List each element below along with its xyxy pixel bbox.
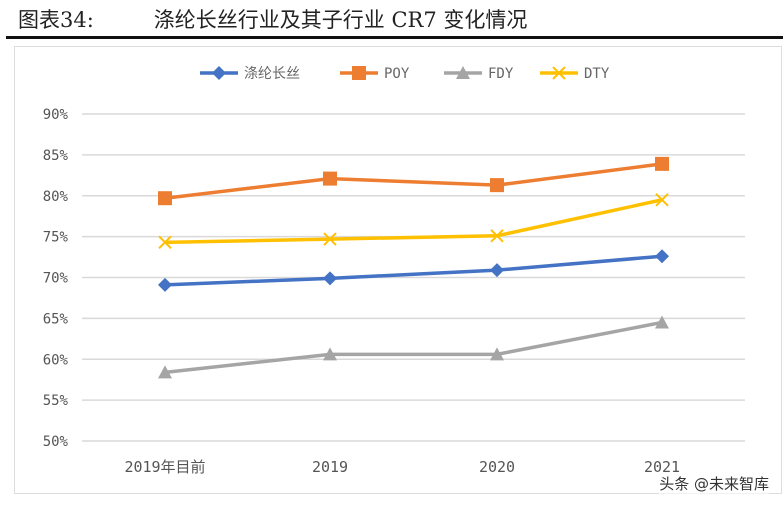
data-point — [655, 249, 669, 264]
figure-title: 图表34: 涤纶长丝行业及其子行业 CR7 变化情况 — [18, 4, 527, 34]
chart-frame — [14, 46, 782, 494]
legend-marker — [456, 66, 470, 79]
data-point — [655, 315, 669, 329]
y-tick-label: 60% — [43, 352, 69, 368]
data-point — [490, 263, 504, 278]
series-line-POY — [164, 162, 663, 200]
data-point — [490, 347, 504, 361]
x-tick-label: 2019 — [312, 458, 348, 476]
data-point — [323, 347, 337, 361]
y-tick-label: 70% — [43, 271, 69, 287]
y-tick-label: 50% — [43, 434, 69, 450]
legend-marker — [352, 66, 366, 80]
series-line-DTY — [164, 198, 663, 245]
chart-title: 涤纶长丝行业及其子行业 CR7 变化情况 — [153, 8, 528, 32]
data-point — [490, 178, 504, 193]
x-tick-label: 2021 — [644, 458, 680, 476]
x-tick-label: 2020 — [479, 458, 515, 476]
data-point — [323, 232, 337, 246]
legend-label: 涤纶长丝 — [244, 66, 300, 82]
y-tick-label: 65% — [43, 311, 69, 327]
legend-marker — [552, 66, 566, 80]
data-point — [655, 156, 669, 171]
series-line-FDY — [164, 320, 663, 375]
data-point — [158, 277, 172, 292]
legend-label: POY — [384, 66, 410, 82]
y-tick-label: 85% — [43, 148, 69, 164]
watermark: 头条 @未来智库 — [659, 473, 769, 494]
data-point — [655, 193, 669, 207]
y-tick-label: 75% — [43, 230, 69, 246]
title-rule — [6, 36, 783, 39]
legend-label: DTY — [584, 66, 610, 82]
series-line-涤纶长丝 — [164, 254, 663, 287]
data-point — [158, 235, 172, 250]
data-point — [323, 171, 337, 186]
x-tick-label: 2019年目前 — [124, 458, 205, 476]
legend-marker — [212, 66, 226, 80]
figure-label: 图表34: — [18, 8, 94, 32]
y-tick-label: 55% — [43, 393, 69, 409]
data-point — [323, 271, 337, 286]
data-point — [158, 191, 172, 206]
data-point — [158, 365, 172, 379]
y-tick-label: 90% — [43, 107, 69, 123]
data-point — [490, 229, 504, 243]
y-tick-label: 80% — [43, 189, 69, 205]
legend-label: FDY — [488, 66, 514, 82]
